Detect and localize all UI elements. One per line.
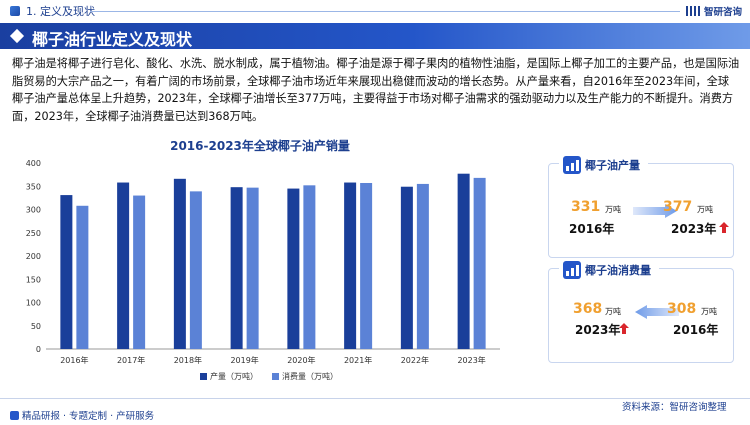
card-header: 椰子油消费量 xyxy=(559,260,659,280)
x-tick-label: 2019年 xyxy=(230,355,258,365)
bar-production xyxy=(230,187,243,349)
consumption-left-year: 2023年 xyxy=(575,323,621,337)
bar-chart-icon xyxy=(563,261,581,279)
brand-mark-icon xyxy=(10,411,19,420)
footer-tagline: 精品研报 · 专题定制 · 产研服务 xyxy=(10,408,154,422)
consumption-right-value: 308 xyxy=(667,301,697,317)
up-arrow-icon xyxy=(619,323,629,334)
production-to-value: 377 xyxy=(663,199,693,215)
card-title: 椰子油消费量 xyxy=(585,264,651,277)
up-arrow-icon xyxy=(719,222,729,233)
bar-consumption xyxy=(303,185,316,349)
x-tick-label: 2017年 xyxy=(117,355,145,365)
bar-production xyxy=(457,173,470,349)
production-to-unit: 万吨 xyxy=(697,205,713,214)
bar-consumption xyxy=(189,191,202,349)
y-tick-label: 300 xyxy=(26,206,41,215)
y-tick-label: 250 xyxy=(26,229,41,238)
consumption-left-unit: 万吨 xyxy=(605,307,621,316)
legend-swatch xyxy=(272,373,279,380)
bar-consumption xyxy=(246,187,259,349)
bar-production xyxy=(60,195,73,349)
production-from-year: 2016年 xyxy=(569,222,615,236)
brand-logo: 智研咨询 xyxy=(704,7,743,18)
y-tick-label: 50 xyxy=(31,322,41,331)
arrow-left-icon xyxy=(635,305,679,319)
consumption-left-value: 368 xyxy=(573,301,603,317)
bar-production xyxy=(400,186,413,349)
section-marker-icon xyxy=(10,6,20,16)
y-tick-label: 0 xyxy=(36,345,41,354)
x-tick-label: 2023年 xyxy=(457,355,485,365)
bar-chart-icon xyxy=(563,156,581,174)
production-card: 椰子油产量 331 万吨 2016年 377 万吨 2023年 xyxy=(548,155,734,258)
bar-consumption xyxy=(76,205,89,349)
title-banner: 椰子油行业定义及现状 xyxy=(0,23,750,49)
chart-title: 2016-2023年全球椰子油产销量 xyxy=(170,139,350,153)
bar-consumption xyxy=(360,182,373,349)
x-tick-label: 2022年 xyxy=(401,355,429,365)
y-tick-label: 150 xyxy=(26,275,41,284)
top-divider xyxy=(90,11,680,12)
bar-consumption xyxy=(133,195,146,349)
legend-label: 产量（万吨） xyxy=(210,371,258,381)
diamond-icon xyxy=(9,28,25,44)
top-bar: 1. 定义及现状 智研咨询 xyxy=(0,0,750,22)
y-tick-label: 200 xyxy=(26,252,41,261)
y-tick-label: 100 xyxy=(26,299,41,308)
consumption-right-year: 2016年 xyxy=(673,323,719,337)
y-tick-label: 350 xyxy=(26,182,41,191)
stripes-icon xyxy=(686,6,700,16)
section-label: 1. 定义及现状 xyxy=(26,5,95,18)
bar-production xyxy=(173,178,186,349)
production-to-year: 2023年 xyxy=(671,222,717,236)
y-tick-label: 400 xyxy=(26,159,41,168)
card-title: 椰子油产量 xyxy=(585,159,640,172)
production-from-value: 331 xyxy=(571,199,601,215)
arrow-right-icon xyxy=(633,204,677,218)
x-tick-label: 2018年 xyxy=(174,355,202,365)
consumption-card: 椰子油消费量 368 万吨 2023年 308 万吨 2016年 xyxy=(548,260,734,363)
legend-label: 消费量（万吨） xyxy=(282,371,338,381)
bar-chart: 0 50 100 150 200 250 300 350 400 2016年 2017年 2018年 2… xyxy=(26,159,500,381)
page-title: 椰子油行业定义及现状 xyxy=(32,30,193,49)
footer-tagline-text: 精品研报 · 专题定制 · 产研服务 xyxy=(22,411,155,422)
consumption-right-unit: 万吨 xyxy=(701,307,717,316)
bar-production xyxy=(344,182,357,349)
source-note: 资料来源：智研咨询整理 xyxy=(622,402,727,413)
legend-swatch xyxy=(200,373,207,380)
production-from-unit: 万吨 xyxy=(605,205,621,214)
bar-production xyxy=(117,182,130,349)
x-tick-label: 2016年 xyxy=(60,355,88,365)
footer-divider xyxy=(0,398,750,399)
bar-consumption xyxy=(416,183,429,349)
card-header: 椰子油产量 xyxy=(559,155,648,175)
x-tick-label: 2021年 xyxy=(344,355,372,365)
bar-consumption xyxy=(473,177,486,349)
bar-production xyxy=(287,188,300,349)
intro-paragraph: 椰子油是将椰子进行皂化、酸化、水洗、脱水制成，属于植物油。椰子油是源于椰子果肉的… xyxy=(12,57,740,123)
x-tick-label: 2020年 xyxy=(287,355,315,365)
